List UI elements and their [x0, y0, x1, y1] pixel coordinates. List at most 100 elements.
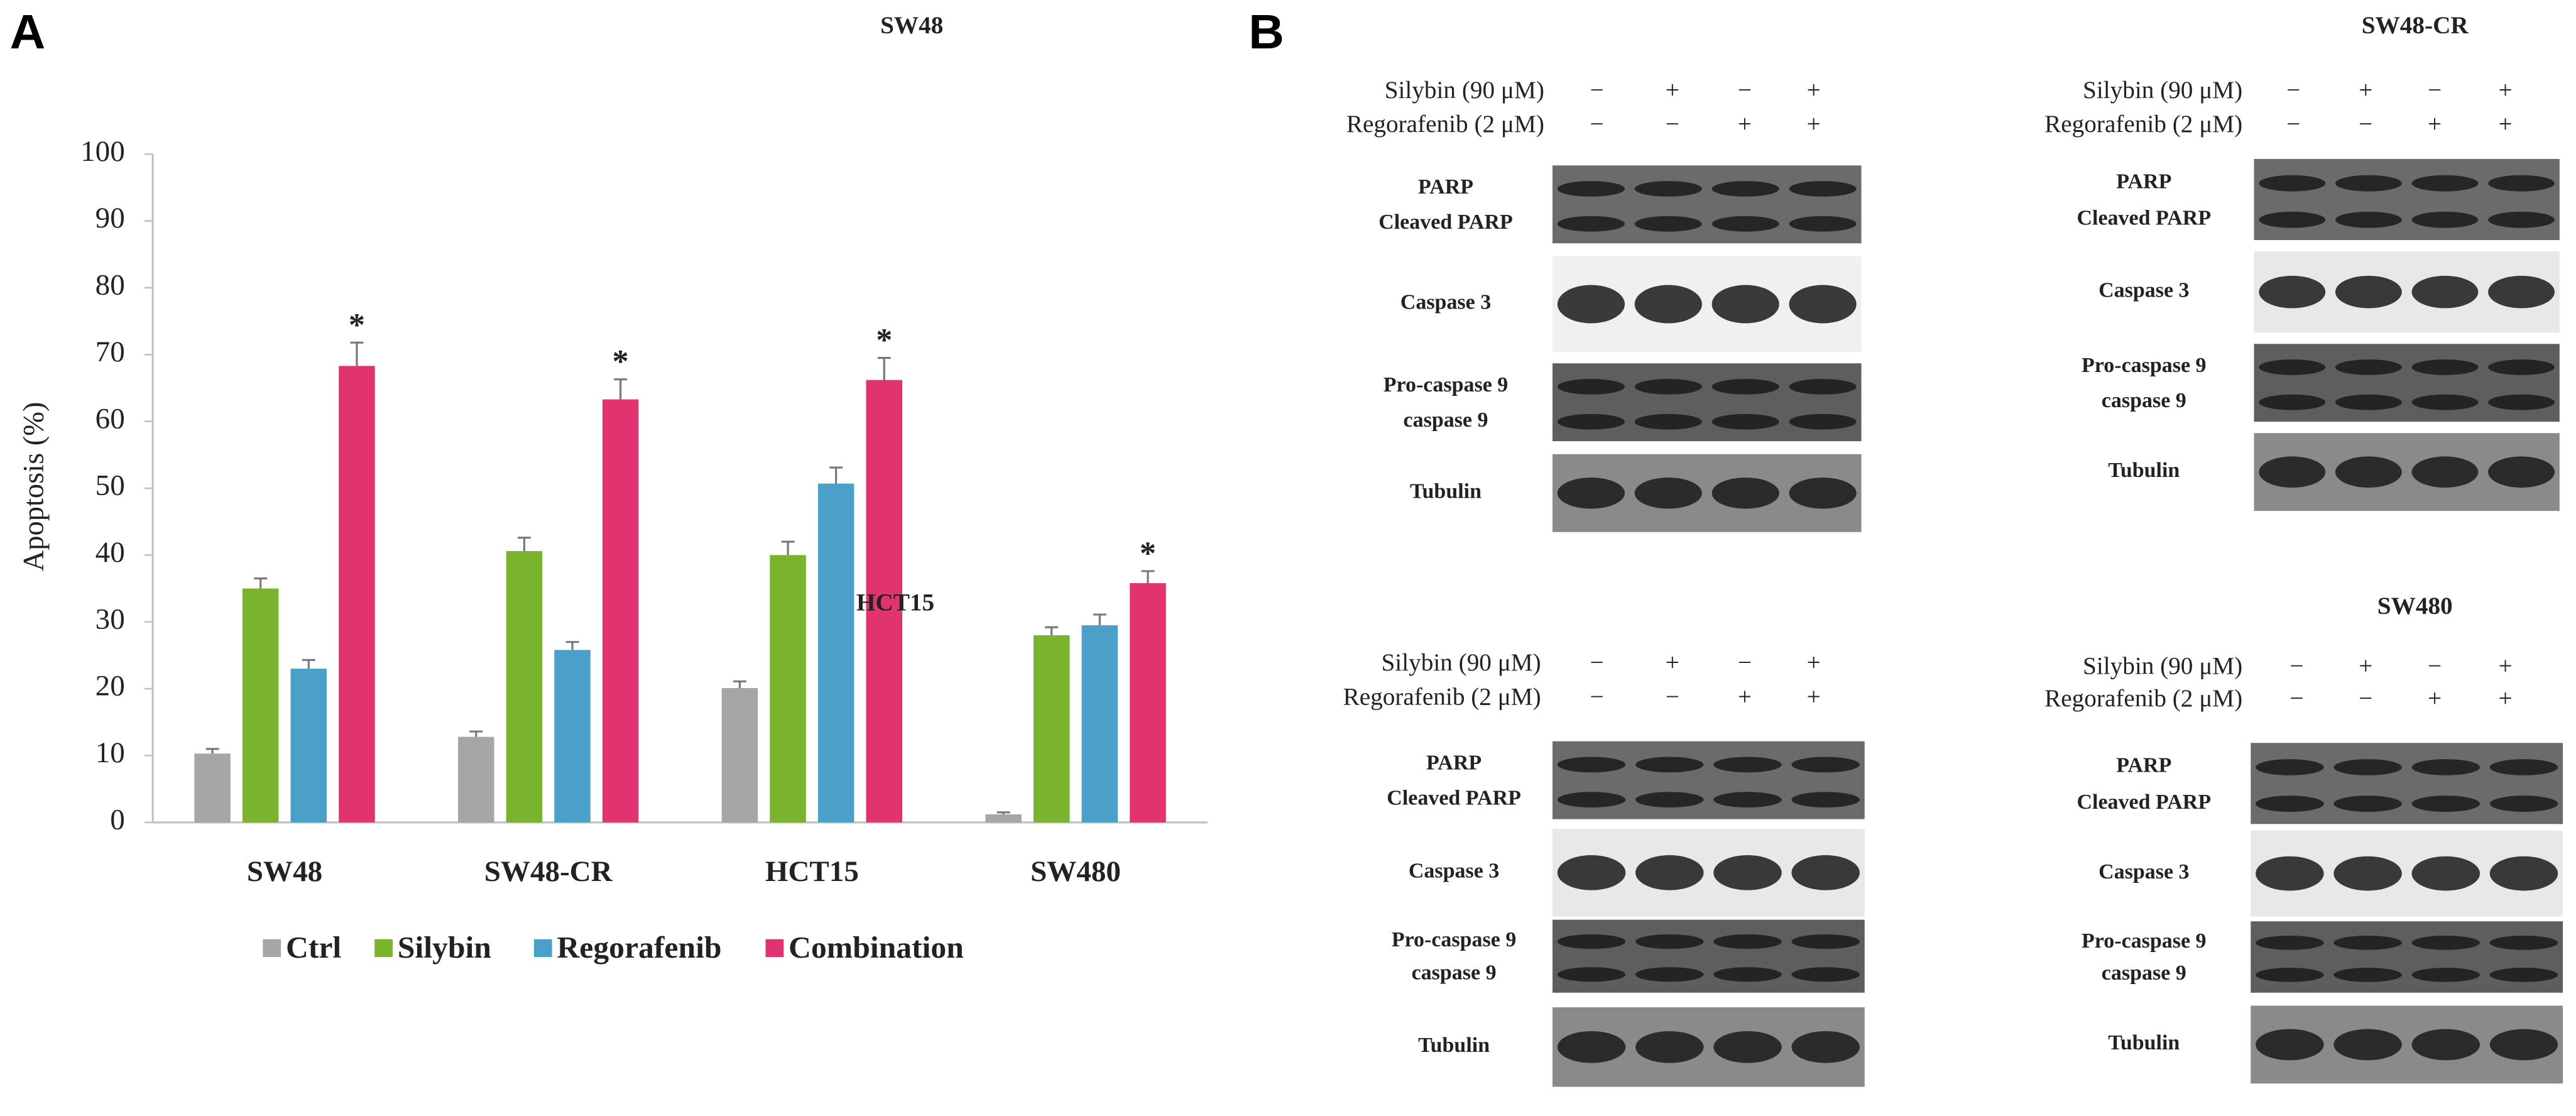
error-bar	[877, 357, 891, 380]
legend-label: Regorafenib	[557, 930, 721, 965]
band-label: Pro-caspase 9	[2082, 929, 2207, 953]
treatment-sign: −	[1738, 77, 1752, 104]
blot-band	[2256, 796, 2324, 812]
bar	[866, 380, 903, 823]
band-label: Pro-caspase 9	[1384, 373, 1509, 397]
blot-title: SW48-CR	[2362, 12, 2469, 39]
error-bar	[350, 341, 364, 366]
blot-band	[2411, 275, 2479, 309]
band-label: Caspase 3	[2098, 279, 2189, 302]
error-bar	[565, 641, 579, 650]
blot-band	[2333, 968, 2402, 982]
blot-band	[2335, 456, 2402, 488]
blot-band	[2259, 456, 2326, 488]
blot-band	[2333, 759, 2402, 775]
blot-band	[2256, 1029, 2324, 1061]
band-label: Tubulin	[2108, 459, 2180, 482]
treatment-sign: −	[1666, 111, 1679, 138]
treatment-sign: −	[1738, 649, 1752, 676]
blot-band	[1711, 379, 1779, 395]
y-tick-label: 60	[96, 403, 125, 435]
blot-band	[1791, 792, 1860, 808]
blot-band	[2256, 968, 2324, 982]
band-label: Pro-caspase 9	[1392, 928, 1517, 951]
blot-band	[1789, 379, 1857, 395]
band-label: PARP	[1418, 175, 1473, 199]
error-bar	[254, 577, 268, 589]
blot-band	[2259, 211, 2326, 228]
blot-band	[2335, 275, 2402, 309]
significance-mark: *	[349, 307, 365, 343]
blot-band	[1635, 967, 1704, 982]
blot-band	[2411, 394, 2479, 410]
blot-band	[2411, 856, 2480, 891]
blot-band	[1713, 792, 1782, 808]
band-label: Caspase 3	[1400, 291, 1491, 314]
blot-band	[2333, 796, 2402, 812]
band-label: Tubulin	[1418, 1034, 1490, 1057]
blot-band	[1713, 967, 1782, 982]
band-label: Cleaved PARP	[2077, 207, 2212, 230]
band-label: PARP	[2116, 754, 2171, 777]
bar	[602, 399, 639, 823]
treatment-label: Silybin (90 μM)	[2083, 653, 2242, 680]
treatment-sign: −	[2359, 111, 2372, 138]
treatment-sign: −	[2289, 653, 2303, 680]
x-tick-label: SW480	[1030, 855, 1121, 888]
blot-band	[1634, 181, 1702, 197]
blot-band	[2411, 935, 2480, 950]
blot-band	[1791, 757, 1860, 773]
bar	[506, 550, 543, 823]
blot-strip	[1552, 363, 1862, 442]
blot-band	[2489, 796, 2558, 812]
band-label: caspase 9	[1412, 961, 1497, 985]
blot-band	[1789, 413, 1857, 430]
blot-band	[1557, 413, 1625, 430]
blot-strip	[2254, 158, 2560, 241]
blot-band	[2259, 394, 2326, 410]
treatment-label: Silybin (90 μM)	[1385, 77, 1544, 104]
treatment-sign: +	[1807, 77, 1821, 104]
blot-band	[2411, 211, 2479, 228]
error-bar	[1141, 570, 1155, 584]
blot-band	[1557, 477, 1625, 509]
bar	[339, 366, 375, 823]
blot-band	[1713, 934, 1782, 949]
blot-band	[1557, 181, 1625, 197]
treatment-sign: +	[2428, 685, 2442, 712]
band-label: Cleaved PARP	[1378, 211, 1513, 234]
error-bar	[469, 730, 483, 737]
blot-band	[2335, 394, 2402, 410]
blot-band	[1634, 413, 1702, 430]
blot-band	[1557, 1031, 1626, 1063]
band-label: Pro-caspase 9	[2082, 354, 2207, 377]
blot-band	[1557, 216, 1625, 232]
blot-band	[1635, 934, 1704, 949]
blot-band	[1557, 967, 1626, 982]
band-label: Cleaved PARP	[2077, 790, 2212, 814]
band-label: PARP	[1426, 752, 1482, 775]
blot-band	[2489, 1029, 2558, 1061]
error-bar	[781, 540, 795, 555]
error-bar	[614, 378, 628, 400]
band-label: Tubulin	[2108, 1031, 2180, 1054]
treatment-sign: −	[2286, 77, 2300, 104]
band-label: caspase 9	[1404, 408, 1488, 432]
blot-band	[1789, 477, 1857, 509]
blot-band	[2489, 856, 2558, 891]
treatment-label: Regorafenib (2 μM)	[1343, 684, 1541, 711]
blot-band	[2488, 359, 2555, 375]
blot-title: SW480	[2377, 593, 2453, 620]
blot-band	[1557, 934, 1626, 949]
blot-band	[2489, 968, 2558, 982]
x-tick-label: HCT15	[765, 855, 859, 888]
treatment-sign: −	[1666, 684, 1679, 711]
treatment-sign: +	[1807, 649, 1821, 676]
blot-band	[1791, 934, 1860, 949]
treatment-sign: −	[1590, 111, 1604, 138]
blot-band	[1711, 413, 1779, 430]
y-tick-label: 80	[96, 269, 125, 302]
blot-band	[2411, 1029, 2480, 1061]
bar	[458, 736, 494, 823]
